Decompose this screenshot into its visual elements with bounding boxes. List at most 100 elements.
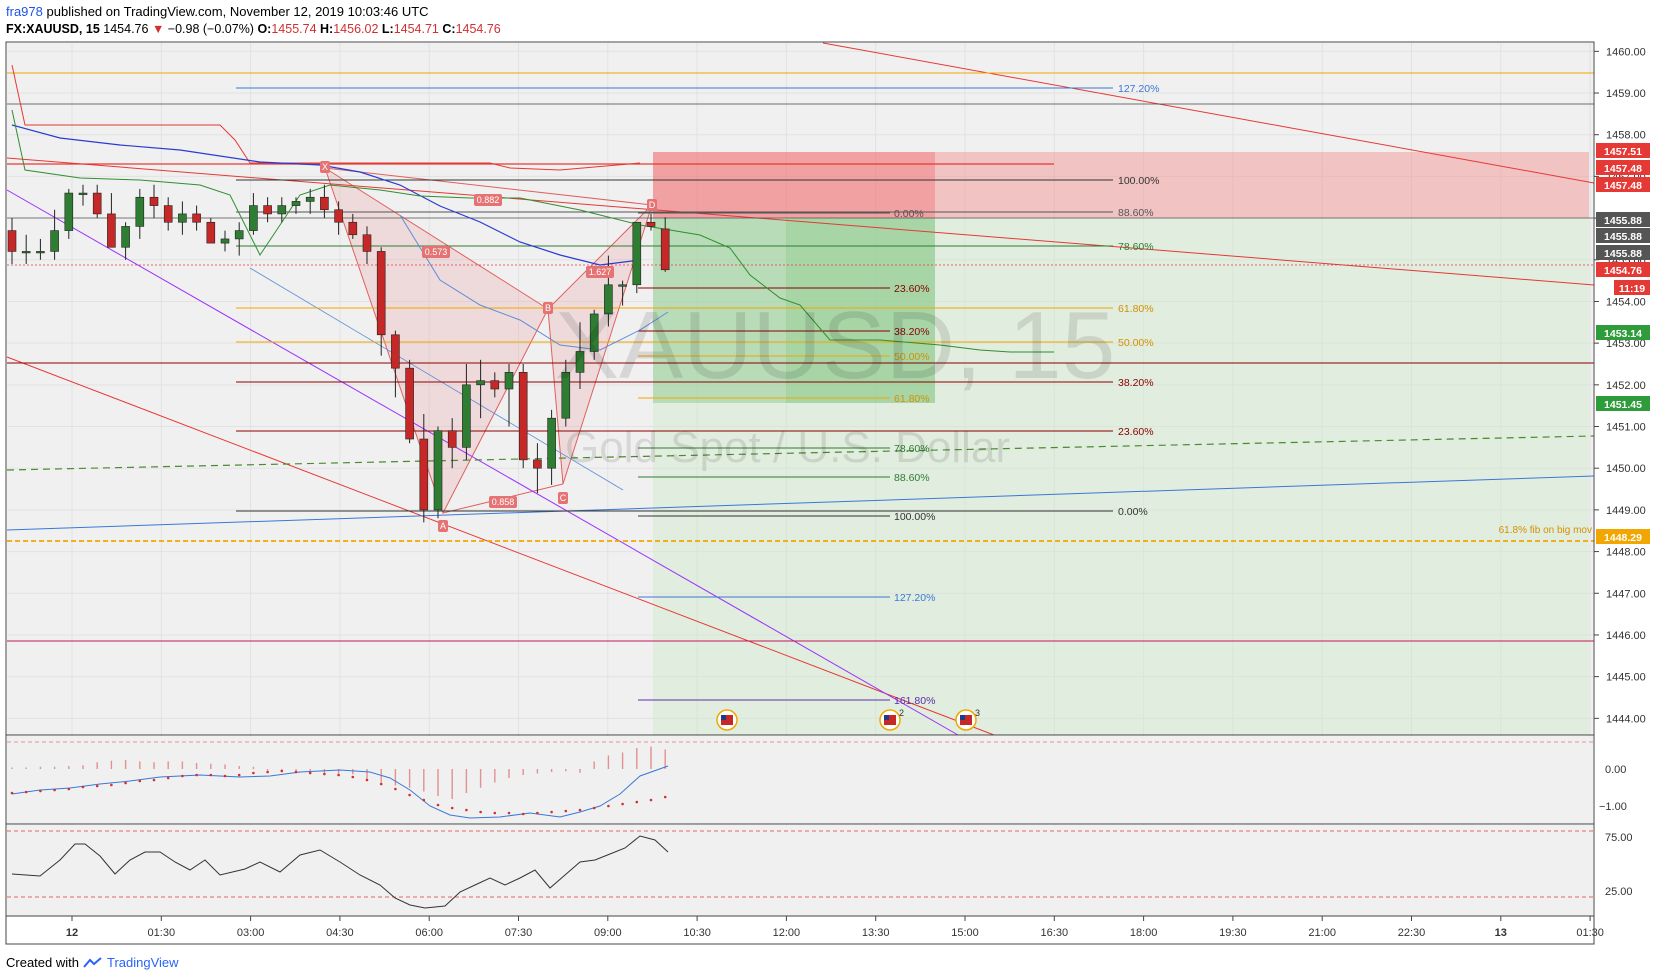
macd-signal-dot — [621, 802, 624, 806]
macd-signal-dot — [266, 770, 269, 774]
x-tick-label: 03:00 — [237, 927, 265, 939]
target-zone — [653, 218, 1589, 735]
x-tick-label: 01:30 — [148, 927, 176, 939]
macd-tick: 0.00 — [1605, 764, 1626, 776]
price-badge-label: 1457.48 — [1604, 180, 1642, 192]
event-count: 2 — [899, 708, 904, 718]
y-tick-label: 1454.00 — [1606, 296, 1646, 308]
y-tick-label: 1450.00 — [1606, 463, 1646, 475]
target-zone-core — [786, 218, 935, 403]
tradingview-logo-icon — [83, 956, 102, 968]
us-flag-icon[interactable]: 2 — [879, 708, 904, 731]
candle-body — [78, 192, 88, 195]
down-arrow-icon: ▼ — [151, 22, 165, 36]
price-badge — [1596, 396, 1650, 411]
y-tick-label: 1451.00 — [1606, 422, 1646, 434]
macd-signal-dot — [237, 773, 241, 777]
x-tick-label: 07:30 — [505, 927, 533, 939]
price-badge-label: 1454.76 — [1604, 265, 1642, 277]
candle-body — [50, 230, 59, 252]
macd-signal-dot — [351, 775, 355, 779]
fib-annotation: 61.8% fib on big mov — [1499, 525, 1592, 536]
candle-body — [149, 196, 159, 206]
x-tick-label: 04:30 — [326, 927, 354, 939]
y-tick-label: 1447.00 — [1606, 588, 1646, 600]
x-tick-label: 09:00 — [594, 927, 622, 939]
us-flag-icon[interactable]: 3 — [955, 708, 980, 731]
macd-signal-dot — [635, 800, 639, 804]
fib-label: 61.80% — [894, 393, 930, 405]
trend-lines — [6, 42, 1595, 736]
price-chart[interactable]: 0.00% 23.60% 38.20% 50.00% 61.80% 78.60% 88.60… — [0, 0, 1660, 950]
high-value: 1456.02 — [333, 22, 379, 36]
candle-body — [504, 372, 514, 390]
watermark-name: Gold Spot / U.S. Dollar — [565, 423, 1010, 472]
us-flag-icon[interactable] — [716, 709, 738, 731]
fib-label: 38.20% — [894, 326, 930, 338]
candle-body — [234, 230, 244, 240]
macd-signal-dot — [110, 783, 113, 787]
time-axis[interactable]: 12 01:30 03:00 04:30 06:00 07:30 09:00 10:30 12:… — [66, 916, 1604, 939]
low-value: 1454.71 — [393, 22, 439, 36]
candles — [7, 184, 670, 523]
macd-signal-dot — [436, 803, 440, 807]
ratio-xb: 0.882 — [477, 195, 500, 205]
candle-body — [618, 284, 627, 287]
candle-body — [249, 205, 258, 231]
candle-body — [646, 221, 656, 227]
symbol-label[interactable]: FX:XAUUSD, 15 — [6, 22, 100, 36]
macd-signal-dot — [394, 787, 397, 791]
x-tick-label: 12:00 — [773, 927, 801, 939]
macd-signal-dot — [323, 772, 326, 776]
candle-body — [362, 234, 372, 252]
price-badge-label: 1455.88 — [1604, 231, 1642, 243]
main-pane — [7, 43, 1593, 735]
macd-signal-dot — [422, 798, 426, 802]
fib-label: 88.60% — [1118, 207, 1154, 219]
macd-signal-dot — [252, 771, 255, 775]
fib-label: 78.60% — [894, 443, 930, 455]
macd-signal-dot — [408, 793, 411, 797]
y-tick-label: 1445.00 — [1606, 672, 1646, 684]
ratio-bd: 1.627 — [589, 267, 612, 277]
event-markers[interactable]: 2 3 — [716, 708, 980, 731]
fib-label: 23.60% — [1118, 426, 1154, 438]
moving-averages — [11, 64, 1054, 353]
candle-body — [547, 417, 556, 469]
symbol-legend: FX:XAUUSD, 15 1454.76 ▼ −0.98 (−0.07%) O… — [6, 22, 501, 36]
fib-label: 127.20% — [894, 592, 935, 604]
candle-body — [490, 380, 500, 390]
y-tick-label: 1444.00 — [1606, 713, 1646, 725]
macd-signal-dot — [521, 812, 525, 816]
y-tick-label: 1449.00 — [1606, 505, 1646, 517]
macd-pane — [7, 736, 1593, 824]
fib-label: 61.80% — [1118, 303, 1154, 315]
macd-signal-dot — [152, 778, 156, 782]
macd-signal-dot — [223, 774, 227, 778]
fib-label: 23.60% — [894, 283, 930, 295]
y-tick-label: 1460.00 — [1606, 46, 1646, 58]
x-tick-label: 06:00 — [415, 927, 443, 939]
macd-tick: −1.00 — [1599, 801, 1627, 813]
macd-signal-dot — [24, 790, 28, 794]
x-tick-label: 10:30 — [683, 927, 711, 939]
low-label: L: — [381, 22, 394, 36]
open-value: 1455.74 — [271, 22, 317, 36]
price-badge-label: 1455.88 — [1604, 248, 1642, 260]
price-badge-label: 1455.88 — [1604, 215, 1642, 227]
rsi-line — [11, 835, 669, 909]
x-tick-label: 15:00 — [951, 927, 979, 939]
tradingview-link[interactable]: TradingView — [106, 955, 179, 970]
footer: Created with TradingView — [6, 955, 179, 970]
price-change: −0.98 (−0.07%) — [167, 22, 254, 36]
rsi-tick: 25.00 — [1605, 886, 1633, 898]
author-link[interactable]: fra978 — [6, 4, 43, 19]
point-b: B — [545, 303, 551, 313]
rsi-tick: 75.00 — [1605, 832, 1633, 844]
macd-signal-dot — [209, 773, 213, 777]
fib-label: 50.00% — [894, 351, 930, 363]
candle-body — [320, 196, 329, 211]
open-label: O: — [257, 22, 272, 36]
candle-body — [64, 192, 74, 231]
fib-label: 78.60% — [1118, 241, 1154, 253]
